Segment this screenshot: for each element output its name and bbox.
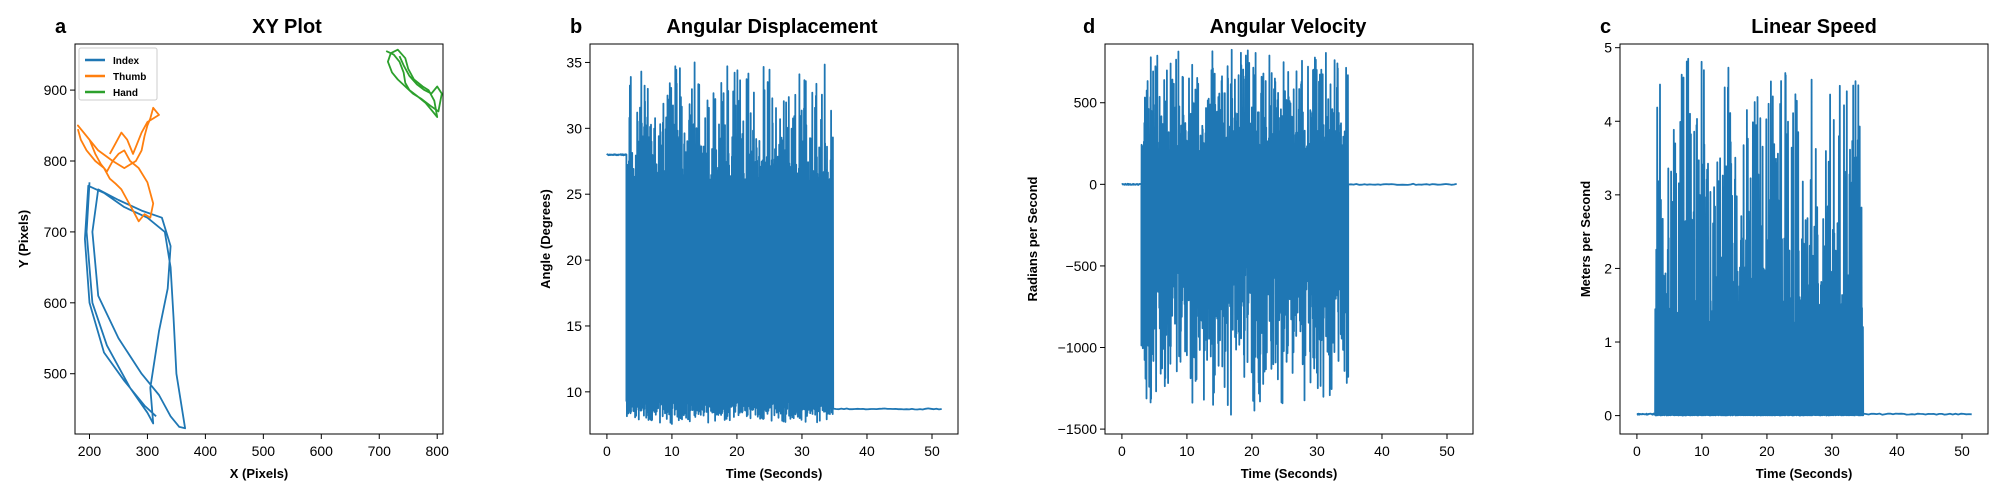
- panel-a-xlabel: X (Pixels): [230, 466, 289, 481]
- x-tick-label: 40: [1889, 443, 1905, 459]
- x-tick-label: 0: [1633, 443, 1641, 459]
- x-tick-label: 20: [729, 443, 745, 459]
- panel-c-ylabel: Meters per Second: [1578, 181, 1593, 297]
- panel-b-ylabel: Angle (Degrees): [538, 189, 553, 289]
- y-tick-label: 10: [566, 384, 582, 400]
- y-tick-label: 25: [566, 186, 582, 202]
- data-series-line: [606, 61, 942, 425]
- panel-b-xlabel: Time (Seconds): [726, 466, 823, 481]
- y-tick-label: 35: [566, 54, 582, 70]
- x-tick-label: 50: [1439, 443, 1455, 459]
- panel-letter-a: a: [55, 16, 67, 38]
- panel-a-series: [77, 48, 443, 430]
- thumb-series-line: [77, 106, 160, 223]
- x-tick-label: 0: [603, 443, 611, 459]
- panel-b-series: [606, 61, 942, 425]
- panel-b: b Angular Displacement 0 10 20 30 40 50 10 15 20…: [538, 16, 959, 481]
- panel-d-ylabel: Radians per Second: [1025, 176, 1040, 301]
- panel-a-legend: Index Thumb Hand: [78, 47, 158, 101]
- panel-a-ticks: 200 300 400 500 600 700 800 500 600 700 800 900: [44, 82, 449, 459]
- panel-d-xlabel: Time (Seconds): [1241, 466, 1338, 481]
- x-tick-label: 800: [426, 443, 450, 459]
- panel-a-title: XY Plot: [252, 16, 322, 38]
- data-series-line: [1636, 57, 1972, 417]
- x-tick-label: 50: [1954, 443, 1970, 459]
- x-tick-label: 50: [924, 443, 940, 459]
- y-tick-label: 1: [1604, 334, 1612, 350]
- x-tick-label: 40: [859, 443, 875, 459]
- legend-label-hand: Hand: [113, 88, 138, 99]
- y-tick-label: 700: [44, 224, 68, 240]
- panel-c: c Linear Speed 0 10 20 30 40 50 0 1 2 3 4 5 Time (S…: [1578, 16, 1989, 481]
- x-tick-label: 0: [1118, 443, 1126, 459]
- panel-letter-b: b: [570, 16, 582, 38]
- y-tick-label: 5: [1604, 40, 1612, 56]
- panel-c-title: Linear Speed: [1751, 16, 1877, 38]
- y-tick-label: 3: [1604, 187, 1612, 203]
- x-tick-label: 30: [1309, 443, 1325, 459]
- panel-letter-d: d: [1083, 16, 1095, 38]
- panel-a-plot-area: [74, 43, 444, 435]
- y-tick-label: 600: [44, 295, 68, 311]
- data-series-line: [1121, 48, 1457, 416]
- panel-b-ticks: 0 10 20 30 40 50 10 15 20 25 30 35: [566, 54, 940, 459]
- x-tick-label: 10: [1179, 443, 1195, 459]
- y-tick-label: 0: [1604, 408, 1612, 424]
- y-tick-label: 0: [1089, 176, 1097, 192]
- x-tick-label: 10: [664, 443, 680, 459]
- x-tick-label: 600: [310, 443, 334, 459]
- panel-c-ticks: 0 10 20 30 40 50 0 1 2 3 4 5: [1604, 40, 1970, 459]
- panel-a: a XY Plot 200 300 400 500 600 700 800 500 600 700…: [16, 16, 449, 481]
- panel-a-ylabel: Y (Pixels): [16, 210, 31, 268]
- y-tick-label: −1500: [1058, 421, 1098, 437]
- panel-letter-c: c: [1600, 16, 1611, 38]
- y-tick-label: −500: [1065, 258, 1097, 274]
- y-tick-label: 20: [566, 252, 582, 268]
- y-tick-label: 500: [1074, 95, 1098, 111]
- x-tick-label: 700: [368, 443, 392, 459]
- panel-b-title: Angular Displacement: [666, 16, 878, 38]
- panel-c-series: [1636, 57, 1972, 417]
- x-tick-label: 20: [1244, 443, 1260, 459]
- legend-label-thumb: Thumb: [113, 72, 146, 83]
- x-tick-label: 20: [1759, 443, 1775, 459]
- panel-c-xlabel: Time (Seconds): [1756, 466, 1853, 481]
- x-tick-label: 300: [136, 443, 160, 459]
- legend-label-index: Index: [113, 56, 140, 67]
- panel-d-title: Angular Velocity: [1210, 16, 1368, 38]
- x-tick-label: 40: [1374, 443, 1390, 459]
- x-tick-label: 30: [1824, 443, 1840, 459]
- hand-series-line: [385, 48, 443, 118]
- x-tick-label: 500: [252, 443, 276, 459]
- panel-d-series: [1121, 48, 1457, 416]
- y-tick-label: 4: [1604, 113, 1612, 129]
- y-tick-label: −1000: [1058, 340, 1098, 356]
- y-tick-label: 800: [44, 153, 68, 169]
- panel-d: d Angular Velocity 0 10 20 30 40 50 −1500 −1000…: [1025, 16, 1474, 481]
- y-tick-label: 900: [44, 82, 68, 98]
- x-tick-label: 10: [1694, 443, 1710, 459]
- panel-d-ticks: 0 10 20 30 40 50 −1500 −1000 −500 0 500: [1058, 95, 1455, 459]
- index-series-line: [84, 182, 186, 430]
- y-tick-label: 2: [1604, 260, 1612, 276]
- y-tick-label: 30: [566, 120, 582, 136]
- x-tick-label: 200: [78, 443, 102, 459]
- x-tick-label: 30: [794, 443, 810, 459]
- x-tick-label: 400: [194, 443, 218, 459]
- y-tick-label: 500: [44, 366, 68, 382]
- y-tick-label: 15: [566, 318, 582, 334]
